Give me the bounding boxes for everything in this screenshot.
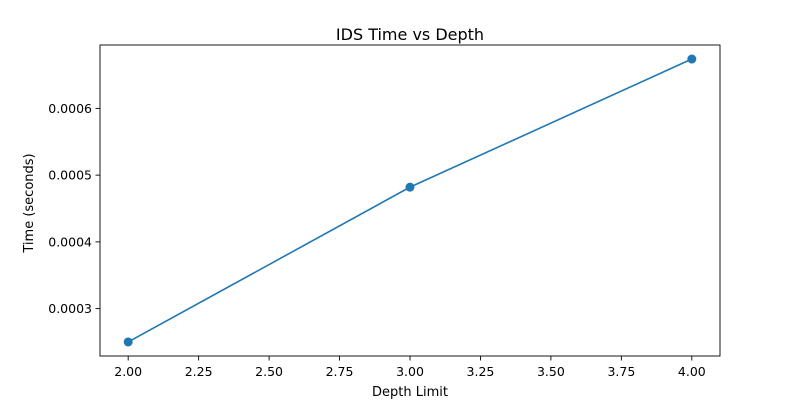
plot-area: 2.00 2.25 2.50 2.75 3.00 3.25 3.50 3.75 4.00 0.00… bbox=[48, 44, 721, 379]
y-axis-label: Time (seconds) bbox=[22, 153, 37, 253]
y-tick-label: 0.0005 bbox=[48, 168, 92, 183]
y-tick-label: 0.0003 bbox=[48, 301, 92, 316]
x-axis-label: Depth Limit bbox=[372, 385, 448, 400]
y-tick-label: 0.0004 bbox=[48, 234, 92, 249]
x-tick-label: 2.75 bbox=[326, 364, 354, 379]
data-point bbox=[405, 182, 415, 192]
chart-title: IDS Time vs Depth bbox=[336, 25, 484, 44]
axes-frame bbox=[99, 44, 721, 357]
x-tick-label: 2.50 bbox=[255, 364, 283, 379]
y-tick-label: 0.0006 bbox=[48, 101, 92, 116]
x-tick-label: 2.25 bbox=[185, 364, 213, 379]
data-point bbox=[123, 337, 133, 347]
x-tick-label: 3.75 bbox=[607, 364, 635, 379]
data-point bbox=[687, 54, 697, 64]
x-tick-label: 3.00 bbox=[396, 364, 424, 379]
x-tick-label: 3.25 bbox=[467, 364, 495, 379]
x-tick-label: 3.50 bbox=[537, 364, 565, 379]
x-tick-label: 4.00 bbox=[678, 364, 706, 379]
x-tick-label: 2.00 bbox=[114, 364, 142, 379]
